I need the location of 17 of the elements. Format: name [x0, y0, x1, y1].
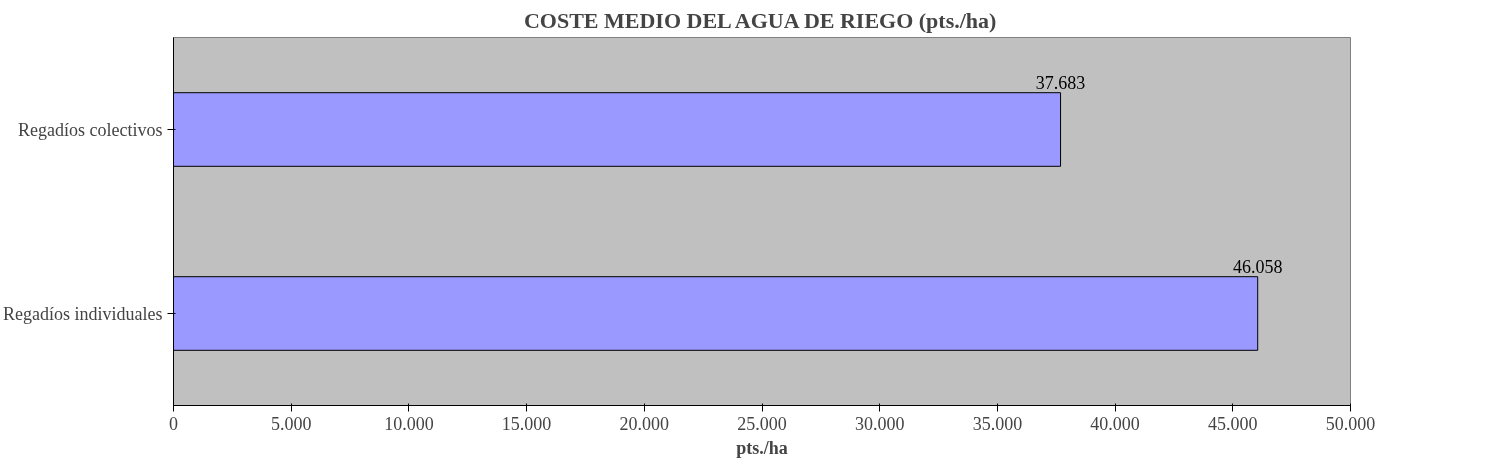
data-label: 37.683	[1035, 73, 1086, 94]
y-tick-label: Regadíos colectivos	[18, 119, 163, 140]
x-tick-label: 5.000	[270, 413, 312, 434]
x-tick-label: 20.000	[619, 413, 670, 434]
data-label: 46.058	[1232, 257, 1283, 278]
x-axis-title: pts./ha	[736, 437, 788, 458]
x-tick-label: 0	[169, 413, 178, 434]
x-tick-label: 35.000	[972, 413, 1023, 434]
x-tick-label: 25.000	[737, 413, 787, 434]
y-tick-label: Regadíos individuales	[3, 303, 163, 324]
x-tick-label: 30.000	[854, 413, 905, 434]
chart-title: COSTE MEDIO DEL AGUA DE RIEGO (pts./ha)	[523, 7, 997, 33]
x-tick-label: 40.000	[1090, 413, 1140, 434]
x-tick-label: 50.000	[1325, 413, 1376, 434]
x-tick-label: 15.000	[501, 413, 552, 434]
x-tick-label: 10.000	[384, 413, 434, 434]
x-tick-label: 45.000	[1208, 413, 1258, 434]
